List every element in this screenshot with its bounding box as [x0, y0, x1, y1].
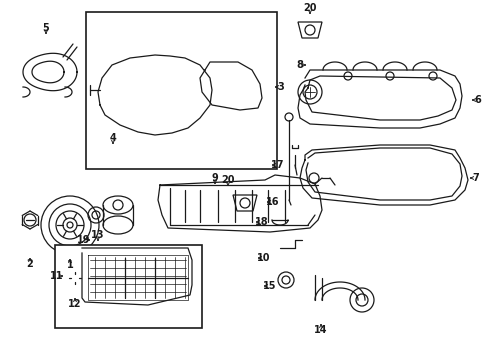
- Text: 17: 17: [271, 160, 284, 170]
- Text: 13: 13: [91, 230, 104, 240]
- Text: 15: 15: [263, 281, 276, 291]
- Text: 11: 11: [50, 271, 63, 281]
- Text: 12: 12: [68, 299, 81, 309]
- Text: 4: 4: [109, 133, 116, 143]
- Text: 8: 8: [296, 60, 303, 70]
- Text: 9: 9: [211, 173, 218, 183]
- Text: 1: 1: [66, 260, 73, 270]
- Text: 18: 18: [255, 217, 268, 227]
- Text: 7: 7: [472, 173, 478, 183]
- Text: 14: 14: [314, 325, 327, 335]
- Text: 3: 3: [277, 82, 284, 92]
- Text: 2: 2: [26, 259, 33, 269]
- Text: 19: 19: [77, 235, 91, 245]
- Bar: [86, 12, 276, 169]
- Text: 20: 20: [221, 175, 234, 185]
- Bar: [55, 245, 202, 328]
- Text: 6: 6: [474, 95, 480, 105]
- Text: 20: 20: [303, 3, 316, 13]
- Text: 16: 16: [265, 197, 279, 207]
- Text: 5: 5: [42, 23, 49, 33]
- Text: 10: 10: [257, 253, 270, 263]
